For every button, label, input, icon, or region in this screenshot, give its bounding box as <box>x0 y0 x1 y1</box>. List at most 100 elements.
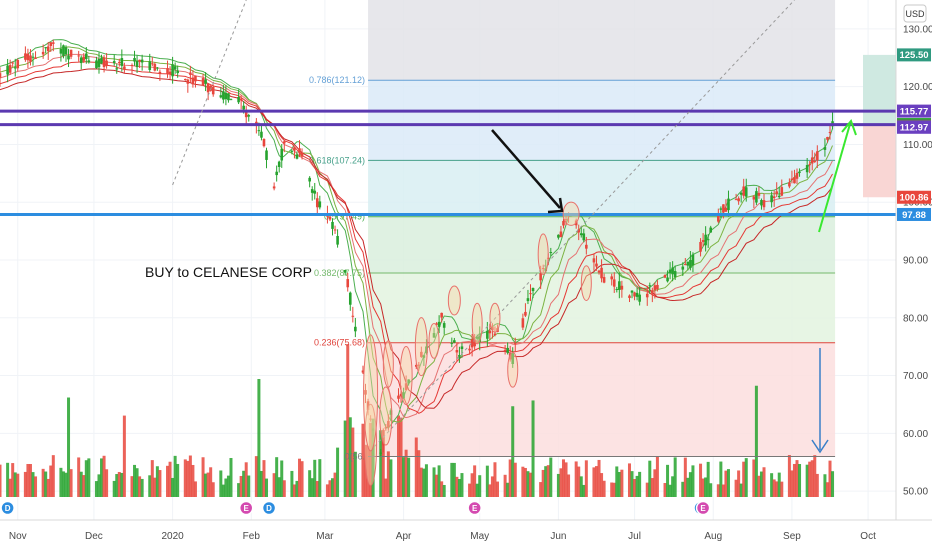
candle-body <box>310 189 314 193</box>
highlight-circle <box>363 334 379 452</box>
fib-zone <box>368 273 836 343</box>
volume-bar <box>112 480 116 497</box>
volume-bar <box>706 461 710 497</box>
candle-body <box>691 254 695 266</box>
candle-body <box>242 105 245 110</box>
candle-body <box>432 333 436 338</box>
volume-bar <box>115 474 119 497</box>
event-marker[interactable]: E <box>695 500 711 516</box>
candle-body <box>11 62 14 64</box>
candle-body <box>651 290 654 294</box>
event-marker[interactable]: D <box>261 500 277 516</box>
candle-body <box>133 58 136 62</box>
candle-body <box>194 75 197 82</box>
candle-body <box>369 418 372 420</box>
candle-body <box>371 428 375 431</box>
volume-bar <box>188 455 192 497</box>
event-marker-label: E <box>472 504 478 513</box>
candle-body <box>455 350 459 353</box>
candle-body <box>148 61 152 70</box>
event-marker[interactable]: E <box>467 500 482 516</box>
volume-bar <box>668 484 672 497</box>
volume-bar <box>384 478 388 497</box>
candle-body <box>224 92 228 100</box>
volume-bar <box>424 464 428 497</box>
candle-body <box>336 235 339 245</box>
candle-body <box>780 187 784 196</box>
price-axis[interactable]: 50.0060.0070.0080.0090.00100.00110.00120… <box>895 0 932 550</box>
volume-bar <box>247 475 251 497</box>
highlight-circle <box>382 340 394 388</box>
event-marker[interactable]: E <box>238 500 254 516</box>
volume-bar <box>681 481 685 497</box>
candle-body <box>529 293 532 295</box>
volume-bar <box>688 472 692 497</box>
volume-bar <box>407 457 411 497</box>
candle-body <box>739 192 743 195</box>
event-marker[interactable]: D <box>0 500 15 516</box>
volume-bar <box>468 483 472 497</box>
horizontal-lines[interactable] <box>0 109 896 216</box>
price-tag-label: 115.77 <box>900 106 929 117</box>
volume-bar <box>166 465 170 497</box>
candle-body <box>816 151 819 161</box>
volume-bar <box>795 460 799 497</box>
volume-bar <box>117 471 121 497</box>
candle-body <box>399 393 403 397</box>
x-tick-label: Mar <box>316 531 334 542</box>
price-tag: 97.88 <box>897 207 931 221</box>
volume-bar <box>521 466 525 497</box>
volume-bar <box>277 477 281 497</box>
volume-bar <box>757 475 761 497</box>
event-markers[interactable]: DEDEDE <box>0 500 711 516</box>
candle-body <box>597 270 601 273</box>
volume-bar <box>8 478 12 497</box>
volume-bar <box>739 483 743 497</box>
highlight-circle <box>580 265 592 302</box>
time-axis-bg <box>0 520 932 550</box>
candle-body <box>16 60 20 69</box>
candle-body <box>437 321 441 327</box>
candle-body <box>26 53 30 61</box>
highlight-circle <box>507 351 519 388</box>
candle-body <box>404 383 408 390</box>
candle-body <box>333 229 337 231</box>
volume-bar <box>633 479 637 497</box>
volume-bar <box>404 449 408 497</box>
volume-bar <box>351 427 355 497</box>
candle-body <box>31 56 35 58</box>
candle-body <box>752 196 756 200</box>
time-axis[interactable]: Nov Dec 2020 Feb Mar Apr May Jun Jul Aug Sep Oct <box>0 519 932 550</box>
volume-bar <box>171 477 175 497</box>
candle-body <box>671 267 674 275</box>
volume-bar <box>808 461 812 497</box>
candle-body <box>387 420 390 428</box>
currency-button[interactable]: USD <box>903 4 927 23</box>
volume-bar <box>526 471 530 497</box>
fib-zones <box>368 0 896 457</box>
candle-body <box>123 66 126 70</box>
candle-body <box>717 213 720 222</box>
candle-body <box>13 67 17 69</box>
candle-body <box>277 161 281 167</box>
fib-zone <box>368 0 836 81</box>
candle-body <box>744 187 748 197</box>
volume-bar <box>528 472 532 497</box>
x-tick-label: Apr <box>396 531 412 542</box>
candle-body <box>397 395 400 399</box>
candle-body <box>612 279 616 287</box>
candle-body <box>295 154 299 159</box>
candle-body <box>727 198 730 211</box>
volume-bar <box>600 473 604 497</box>
volume-bar <box>513 462 517 497</box>
candles <box>0 39 834 457</box>
event-marker-label: D <box>5 504 11 513</box>
candle-body <box>186 79 190 84</box>
candle-body <box>120 58 124 66</box>
candle-body <box>46 46 50 52</box>
volume-bar <box>638 471 642 497</box>
candle-body <box>425 346 428 354</box>
candle-body <box>308 177 311 182</box>
blue-arrow-head <box>811 439 829 454</box>
